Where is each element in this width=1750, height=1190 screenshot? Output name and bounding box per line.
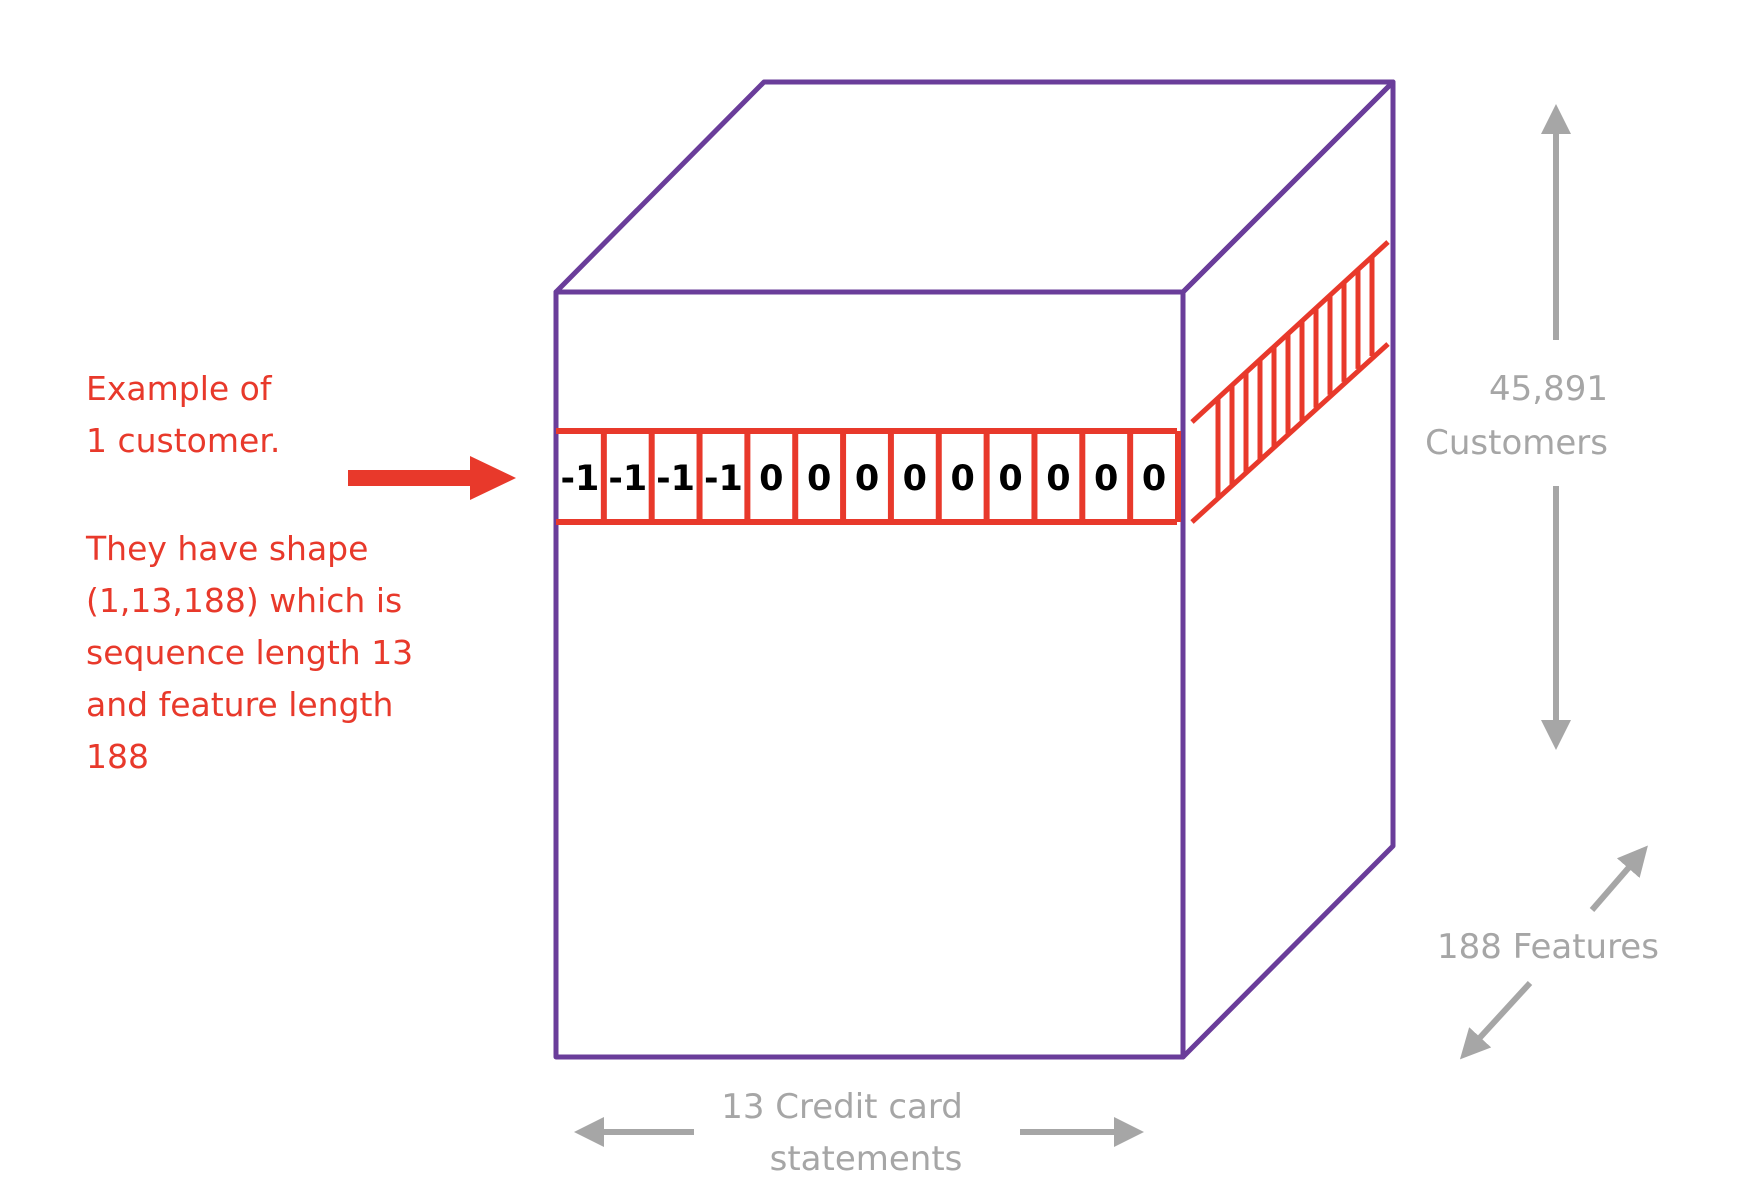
sequence-cell: 0 xyxy=(855,459,879,499)
customer-slice xyxy=(556,428,1181,525)
annotation-text: Example of 1 customer. They have shape (… xyxy=(85,369,424,776)
statements-dimension: 13 Credit card statements xyxy=(574,1087,1144,1179)
sequence-cell: 0 xyxy=(759,459,783,499)
sequence-cell: 0 xyxy=(951,459,975,499)
statements-label-line1: 13 Credit card xyxy=(721,1087,963,1127)
customers-label: Customers xyxy=(1425,423,1608,463)
cube-front-face xyxy=(553,289,1186,1060)
features-label: 188 Features xyxy=(1437,927,1659,967)
cube-top-face xyxy=(553,79,1396,295)
annotation-line: 1 customer. xyxy=(86,421,280,460)
customers-count: 45,891 xyxy=(1489,369,1608,409)
features-dimension: 188 Features xyxy=(1437,845,1659,1060)
sequence-cell: 0 xyxy=(903,459,927,499)
features-arrow-down xyxy=(1459,980,1533,1060)
annotation-line: and feature length xyxy=(86,685,393,724)
annotation-line: Example of xyxy=(86,369,273,408)
data-cube xyxy=(553,79,1396,1060)
feature-slice-top-border xyxy=(1190,240,1390,424)
sequence-cell: 0 xyxy=(1094,459,1118,499)
sequence-cell: -1 xyxy=(704,459,743,499)
sequence-cell: 0 xyxy=(807,459,831,499)
cube-side-face xyxy=(1180,79,1396,1060)
sequence-cell: 0 xyxy=(1046,459,1070,499)
sequence-cell: 0 xyxy=(1142,459,1166,499)
sequence-cell: -1 xyxy=(656,459,695,499)
pointer-arrow xyxy=(348,456,516,500)
annotation-line: They have shape xyxy=(85,529,368,568)
customers-dimension: 45,891 Customers xyxy=(1425,104,1608,750)
annotation-line: sequence length 13 xyxy=(86,633,413,672)
annotation-line: 188 xyxy=(86,737,149,776)
sequence-cell: -1 xyxy=(560,459,599,499)
feature-slice xyxy=(1190,240,1390,524)
sequence-cell: 0 xyxy=(998,459,1022,499)
sequence-cells: -1 -1 -1 -1 0 0 0 0 0 0 0 0 0 xyxy=(560,459,1166,499)
sequence-cell: -1 xyxy=(608,459,647,499)
slice-cell-dividers xyxy=(600,431,1181,522)
features-arrow-up xyxy=(1589,845,1648,912)
feature-slice-dividers xyxy=(1215,256,1375,498)
statements-label-line2: statements xyxy=(770,1139,963,1179)
annotation-line: (1,13,188) which is xyxy=(86,581,402,620)
